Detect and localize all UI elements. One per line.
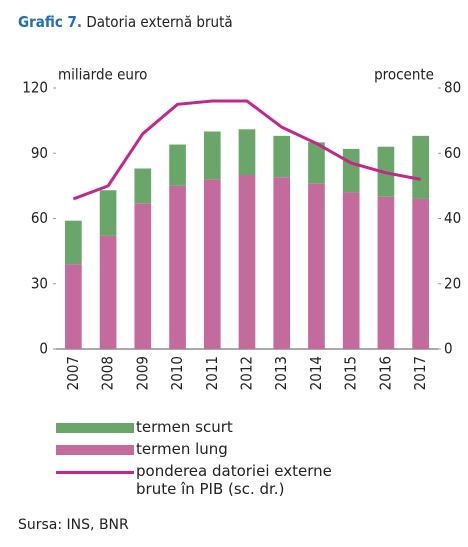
x-tick-label: 2008 <box>99 356 117 390</box>
x-tick-label: 2017 <box>411 356 429 390</box>
y2-tick-label: 80 <box>444 79 461 97</box>
x-tick-label: 2010 <box>168 356 186 390</box>
bar <box>169 144 186 186</box>
legend-item: ponderea datoriei externe brute în PIB (… <box>56 462 346 498</box>
bar <box>342 148 360 193</box>
legend-item: termen scurt <box>56 418 346 436</box>
bar <box>412 135 429 199</box>
x-tick-label: 2007 <box>64 356 82 390</box>
bar <box>342 192 360 349</box>
bar <box>99 190 117 236</box>
y-tick-label: 90 <box>31 144 48 162</box>
bar <box>99 235 117 349</box>
x-tick-label: 2013 <box>272 356 290 390</box>
bar <box>203 131 221 180</box>
y-tick-label: 60 <box>31 209 48 227</box>
legend: termen scurt termen lung ponderea datoriei… <box>56 418 346 502</box>
x-tick-label: 2016 <box>376 356 394 390</box>
legend-swatch <box>56 471 134 474</box>
bar <box>308 183 325 349</box>
legend-label: termen lung <box>136 440 228 458</box>
bar <box>65 264 82 349</box>
x-tick-label: 2014 <box>307 356 325 390</box>
y2-tick-label: 40 <box>444 209 461 227</box>
bar <box>308 142 325 184</box>
legend-item: termen lung <box>56 440 346 458</box>
bar <box>134 168 152 204</box>
source: Sursa: INS, BNR <box>18 517 129 533</box>
y-axis-label: miliarde euro <box>58 66 147 84</box>
chart-title: Grafic 7. Datoria externă brută <box>18 13 233 31</box>
y-tick-label: 30 <box>31 274 48 292</box>
chart: Grafic 7. Datoria externă brută miliarde… <box>18 13 461 391</box>
bar <box>238 175 256 349</box>
x-tick-label: 2009 <box>133 356 151 390</box>
bar <box>169 185 186 349</box>
legend-label: termen scurt <box>136 418 233 436</box>
bar <box>273 177 291 349</box>
bar <box>412 198 429 349</box>
x-tick-label: 2011 <box>203 356 221 390</box>
legend-label: ponderea datoriei externe brute în PIB (… <box>136 462 332 498</box>
title-label: Grafic 7. <box>18 13 82 31</box>
y2-tick-label: 60 <box>444 144 461 162</box>
line <box>72 99 421 201</box>
title-text: Datoria externă brută <box>86 13 232 31</box>
legend-swatch <box>56 423 134 433</box>
bar <box>377 196 395 349</box>
y2-tick-label: 20 <box>444 274 461 292</box>
y-tick-label: 120 <box>22 79 48 97</box>
y2-tick-label: 0 <box>444 340 453 358</box>
bar <box>273 135 291 178</box>
bar <box>238 129 256 175</box>
bar <box>65 220 82 265</box>
legend-swatch <box>56 445 134 455</box>
y2-axis-label: procente <box>374 66 434 84</box>
bar <box>203 179 221 349</box>
bar <box>134 203 152 349</box>
x-tick-label: 2015 <box>342 356 360 390</box>
y-tick-label: 0 <box>39 340 48 358</box>
x-tick-label: 2012 <box>238 356 256 390</box>
